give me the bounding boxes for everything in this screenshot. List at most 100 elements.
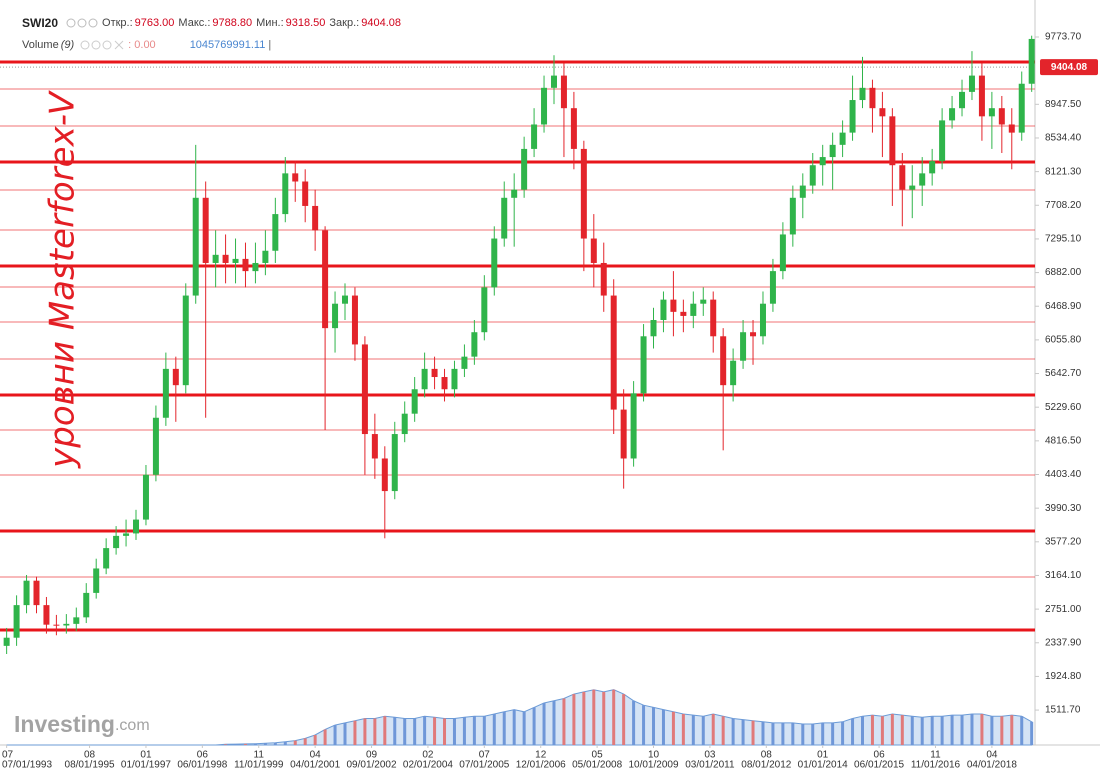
candle-body <box>949 108 956 121</box>
volume-bar <box>851 718 855 745</box>
candle-body <box>13 605 20 638</box>
field-value: 9788.80 <box>212 17 253 29</box>
candle-body <box>511 189 518 198</box>
volume-bar <box>303 738 307 745</box>
volume-bar <box>413 718 417 745</box>
x-tick-date: 11/01/2016 <box>911 760 961 771</box>
candle-body <box>580 148 587 239</box>
legend-icons[interactable] <box>80 40 124 50</box>
volume-bar <box>661 709 665 745</box>
candle-body <box>152 417 159 475</box>
candle-body <box>342 295 348 304</box>
x-tick-date: 04/01/2001 <box>290 760 340 771</box>
watermark: Investing.com <box>14 711 150 737</box>
y-tick-label: 4816.50 <box>1045 435 1082 446</box>
x-tick-date: 05/01/2008 <box>572 760 622 771</box>
volume-bar <box>711 714 715 745</box>
candle-body <box>849 100 856 133</box>
candle-body <box>242 258 249 272</box>
x-tick-date: 06/01/1998 <box>177 760 227 771</box>
volume-bar <box>323 729 327 745</box>
candle-body <box>391 434 398 492</box>
x-tick-label: 09 <box>366 750 378 761</box>
candle-body <box>929 161 936 174</box>
volume-bar <box>433 717 437 745</box>
candle-body <box>550 75 557 88</box>
candle-body <box>381 458 388 492</box>
x-tick-label: 04 <box>310 750 322 761</box>
y-tick-label: 3164.10 <box>1045 570 1082 581</box>
candle-body <box>939 120 946 162</box>
candle-body <box>710 299 717 337</box>
y-tick-label: 6468.90 <box>1045 301 1082 312</box>
volume-bar <box>791 722 795 745</box>
legend-icons[interactable] <box>66 18 98 28</box>
x-tick-label: 10 <box>648 750 660 761</box>
volume-bar <box>582 691 586 745</box>
x-tick-label: 02 <box>422 750 434 761</box>
candle-body <box>83 592 90 618</box>
candle-body <box>789 197 796 235</box>
x-tick-date: 07/01/1993 <box>2 760 52 771</box>
volume-bar <box>751 720 755 745</box>
y-tick-label: 9773.70 <box>1045 32 1082 43</box>
x-tick-label: 06 <box>197 750 209 761</box>
volume-bar <box>721 716 725 745</box>
volume-bar <box>373 718 377 745</box>
watermark-brand: Investing <box>14 711 115 737</box>
x-tick-label: 08 <box>761 750 773 761</box>
candle-body <box>899 165 906 190</box>
candle-body <box>252 262 259 272</box>
volume-bar <box>890 714 894 745</box>
x-tick-date: 01/01/1997 <box>121 760 171 771</box>
volume-name[interactable]: Volume <box>22 39 59 51</box>
y-tick-label: 6882.00 <box>1045 267 1082 278</box>
volume-legend: Volume (9) : 0.00 1045769991.11 | <box>22 34 405 56</box>
candle-body <box>53 624 60 626</box>
candle-body <box>909 185 916 190</box>
field-label: Мин.: <box>256 17 284 29</box>
candle-body <box>968 75 975 92</box>
candle-body <box>292 173 299 182</box>
candle-body <box>879 108 886 117</box>
candle-body <box>222 254 229 263</box>
volume-bar <box>691 715 695 745</box>
volume-bar <box>1020 716 1024 745</box>
field-label: Откр.: <box>102 17 133 29</box>
candle-body <box>401 413 408 435</box>
symbol[interactable]: SWI20 <box>22 16 59 30</box>
candle-body <box>959 91 966 109</box>
x-tick-label: 05 <box>592 750 604 761</box>
x-tick-label: 12 <box>535 750 547 761</box>
candle-body <box>1018 83 1025 133</box>
last-price-label: 9404.08 <box>1051 62 1088 73</box>
candle-body <box>720 336 727 386</box>
volume-area <box>6 689 1033 746</box>
y-tick-label: 1924.80 <box>1045 671 1082 682</box>
volume-bar <box>652 707 656 745</box>
candle-body <box>660 299 667 320</box>
candle-body <box>103 548 110 569</box>
x-tick-label: 07 <box>2 750 14 761</box>
candle-body <box>142 474 149 520</box>
x-tick-label: 11 <box>254 750 265 761</box>
candle-body <box>600 262 607 296</box>
candle-body <box>859 87 866 101</box>
y-tick-label: 4403.40 <box>1045 469 1082 480</box>
volume-bar <box>671 711 675 745</box>
volume-bar <box>930 716 934 745</box>
x-tick-date: 01/01/2014 <box>798 760 848 771</box>
volume-bar <box>940 716 944 745</box>
volume-bar <box>970 714 974 745</box>
volume-bar <box>910 716 914 745</box>
candle-body <box>640 336 647 394</box>
candle-body <box>670 299 677 312</box>
candle-body <box>560 75 567 109</box>
header: SWI20 Откр.: 9763.00 Макс.: 9788.80 Мин.: 931… <box>22 12 405 56</box>
volume-bar <box>980 714 984 745</box>
candle-body <box>750 332 757 337</box>
volume-bar <box>771 722 775 745</box>
candle-body <box>700 299 707 304</box>
candle-body <box>531 124 538 149</box>
